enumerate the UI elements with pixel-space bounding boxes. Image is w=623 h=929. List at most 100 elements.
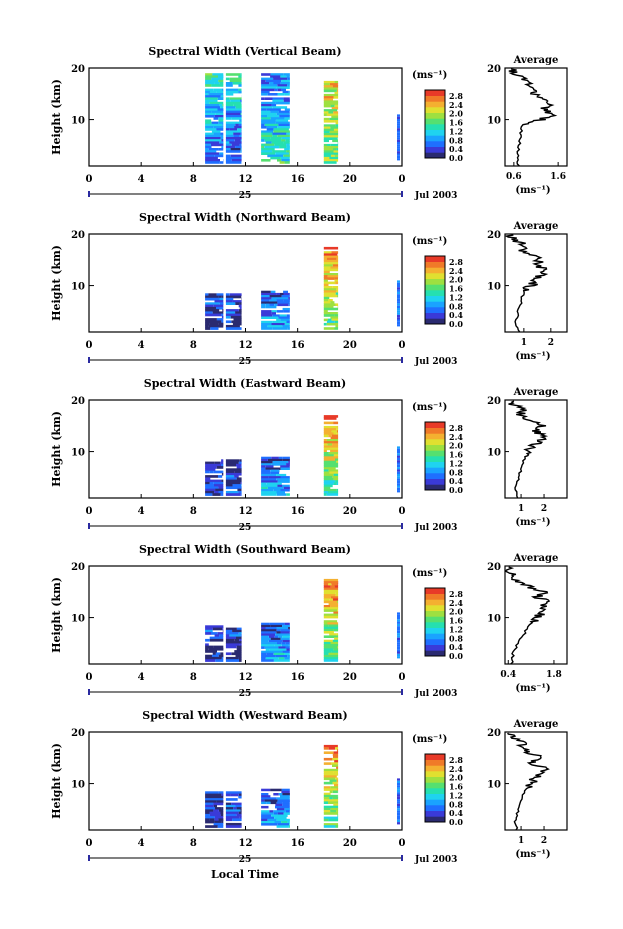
heatmap-cell — [238, 632, 242, 635]
heatmap-cell — [239, 309, 242, 312]
heatmap-cell — [261, 316, 267, 319]
heatmap-cell — [217, 97, 224, 100]
heatmap-cell — [323, 620, 338, 623]
heatmap-cell — [335, 825, 339, 828]
heatmap-cell — [261, 814, 272, 817]
heatmap-cell — [213, 481, 224, 485]
average-y-tick-label: 10 — [487, 780, 501, 791]
heatmap-cell — [211, 632, 218, 635]
heatmap-cell — [261, 112, 277, 116]
colorbar-segment — [425, 816, 445, 823]
heatmap-cell — [328, 801, 339, 804]
heatmap-cell — [281, 88, 286, 92]
heatmap-cell — [261, 461, 273, 464]
x-tick-label: 0 — [86, 174, 93, 185]
heatmap-cell — [264, 799, 278, 802]
heatmap-cell — [329, 83, 338, 86]
x-tick-label: 12 — [239, 340, 253, 351]
heatmap-cell — [234, 470, 242, 474]
heatmap-cell — [323, 768, 331, 772]
average-xlabel: (ms⁻¹) — [515, 683, 550, 694]
heatmap-cell — [220, 106, 224, 109]
x-tick-label: 4 — [138, 174, 145, 185]
heatmap-cell — [332, 781, 338, 785]
heatmap-cell — [225, 121, 242, 125]
colorbar-segment — [425, 484, 445, 491]
heatmap-cell — [219, 809, 224, 813]
x-tick-label: 0 — [86, 506, 93, 517]
y-tick-label: 20 — [71, 64, 85, 75]
heatmap-cell — [220, 95, 224, 98]
average-y-tick-label: 20 — [487, 230, 501, 241]
heatmap-cell — [231, 117, 242, 120]
heatmap-cell — [225, 134, 234, 138]
colorbar-tick-label: 0.8 — [449, 799, 463, 809]
heatmap-cell — [397, 815, 400, 818]
heatmap-cell — [323, 605, 331, 608]
heatmap-cell — [397, 451, 400, 454]
heatmap-cell — [212, 627, 223, 631]
heatmap-cell — [328, 602, 339, 606]
heatmap-cell — [232, 82, 242, 85]
heatmap-cell — [323, 322, 327, 326]
heatmap-cell — [225, 634, 230, 637]
heatmap-cell — [331, 115, 339, 119]
heatmap-cell — [284, 808, 290, 811]
heatmap-cell — [323, 80, 335, 84]
heatmap-cell — [261, 101, 276, 105]
heatmap-cell — [323, 305, 334, 309]
heatmap-cell — [332, 764, 339, 767]
heatmap-cell — [236, 627, 242, 631]
heatmap-cell — [284, 148, 290, 151]
heatmap-cell — [323, 421, 334, 425]
heatmap-cell — [235, 804, 242, 808]
heatmap-cell — [271, 297, 289, 300]
heatmap-cell — [205, 79, 219, 83]
heatmap-cell — [397, 467, 400, 470]
heatmap-cell — [323, 89, 337, 93]
heatmap-cell — [272, 327, 288, 330]
y-axis-label: Height (km) — [50, 743, 63, 819]
heatmap-cell — [225, 641, 231, 644]
heatmap-cell — [205, 115, 215, 118]
heatmap-cell — [283, 99, 290, 103]
heatmap-cell — [205, 493, 213, 496]
heatmap-cell — [261, 130, 274, 133]
heatmap-cell — [323, 441, 339, 444]
heatmap-cell — [221, 656, 224, 660]
heatmap-cell — [218, 654, 224, 658]
heatmap-cell — [336, 779, 339, 783]
heatmap-cell — [286, 132, 290, 136]
heatmap-cell — [205, 95, 221, 98]
colorbar-segment — [425, 765, 445, 772]
heatmap-cell — [334, 80, 339, 84]
heatmap-cell — [208, 647, 224, 651]
heatmap-cell — [220, 132, 224, 136]
heatmap-cell — [225, 88, 239, 92]
x-tick-label: 12 — [239, 838, 253, 849]
heatmap-cell — [238, 811, 242, 815]
heatmap-cell — [205, 818, 210, 822]
heatmap-cell — [238, 461, 242, 465]
heatmap-cell — [261, 132, 273, 136]
heatmap-cell — [330, 301, 335, 304]
heatmap-cell — [280, 75, 287, 78]
heatmap-cell — [337, 646, 339, 649]
heatmap-cell — [323, 812, 339, 815]
day-label: 25 — [239, 357, 252, 367]
heatmap-cell — [225, 809, 241, 813]
heatmap-cell — [323, 788, 337, 791]
heatmap-cell — [261, 323, 272, 326]
colorbar-segment — [425, 588, 445, 594]
colorbar-segment — [425, 456, 445, 462]
heatmap-cell — [225, 818, 233, 822]
heatmap-cell — [277, 126, 290, 129]
heatmap-cell — [205, 477, 211, 481]
colorbar-tick-label: 1.2 — [449, 790, 463, 800]
heatmap-cell — [232, 629, 242, 633]
heatmap-cell — [205, 112, 216, 116]
heatmap-cell — [323, 425, 338, 429]
heatmap-cell — [220, 652, 224, 656]
heatmap-cell — [218, 475, 223, 478]
